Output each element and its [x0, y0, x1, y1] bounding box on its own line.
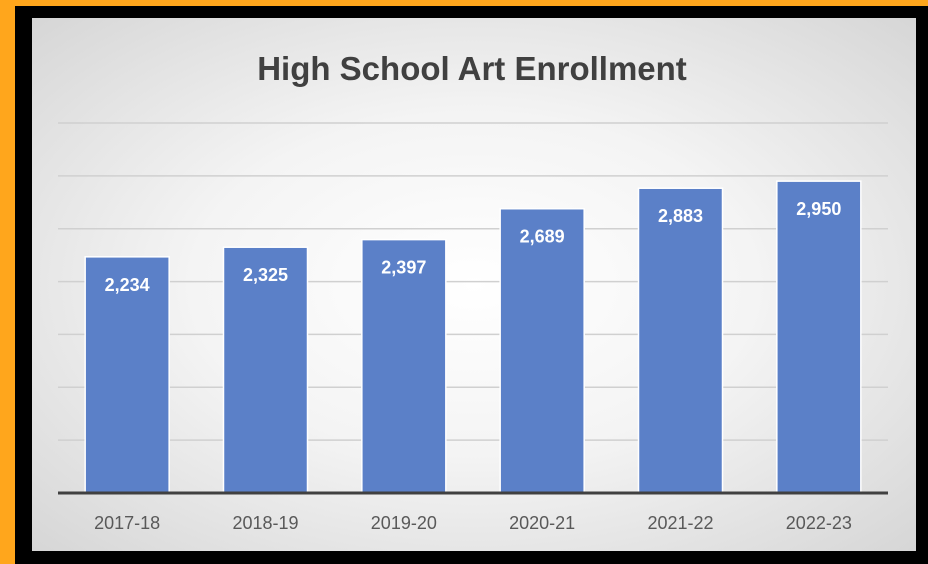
- x-tick-label: 2021-22: [647, 513, 713, 533]
- x-tick-labels: 2017-18 2018-19 2019-20 2020-21 2021-22 2022-…: [94, 513, 852, 533]
- data-label: 2,689: [520, 227, 565, 247]
- data-label: 2,397: [381, 258, 426, 278]
- chart-title: High School Art Enrollment: [257, 50, 687, 87]
- bar-2017-18: [84, 256, 170, 494]
- data-label: 2,325: [243, 265, 288, 285]
- x-tick-label: 2017-18: [94, 513, 160, 533]
- bar-2021-22: [637, 187, 724, 494]
- x-tick-label: 2019-20: [371, 513, 437, 533]
- x-tick-label: 2022-23: [786, 513, 852, 533]
- bar-2018-19: [222, 246, 309, 494]
- chart-area: [32, 18, 916, 551]
- bar-2020-21: [499, 207, 585, 494]
- data-label: 2,883: [658, 206, 703, 226]
- data-label: 2,950: [796, 199, 841, 219]
- x-tick-label: 2018-19: [232, 513, 298, 533]
- bar-2022-23: [776, 180, 862, 494]
- bars: [84, 180, 862, 494]
- value-labels: 2,234 2,325 2,397 2,689 2,883 2,950: [105, 199, 842, 295]
- bar-2019-20: [361, 238, 447, 494]
- data-label: 2,234: [105, 275, 150, 295]
- x-tick-label: 2020-21: [509, 513, 575, 533]
- gridlines: [58, 122, 888, 441]
